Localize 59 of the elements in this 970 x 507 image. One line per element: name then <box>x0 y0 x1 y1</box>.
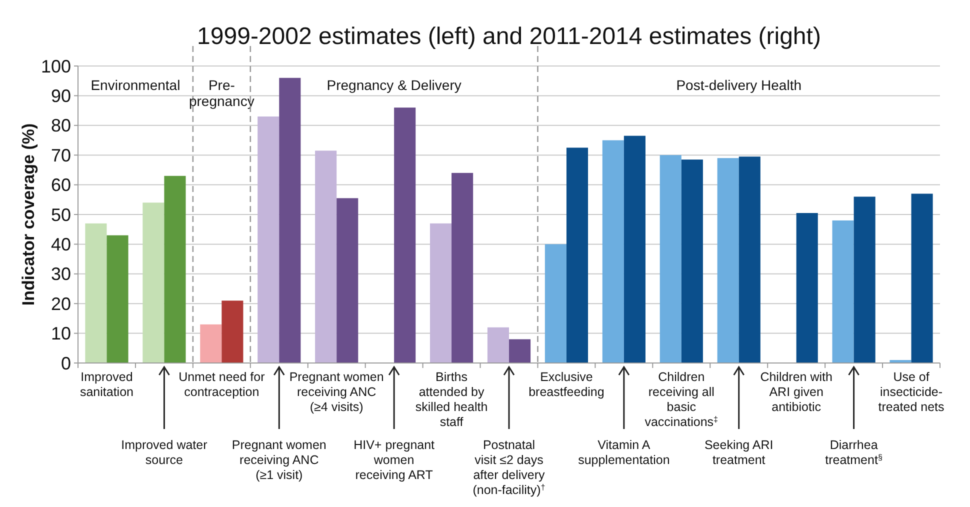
x-tick-label: Improved water source <box>121 438 208 467</box>
x-tick-label: Postnatal visit ≤2 days after delivery (non-facility)$^{†}$ <box>472 438 546 497</box>
x-tick-label: Use of insecticide-treated nets <box>878 370 944 414</box>
x-tick-label: Improved sanitation <box>80 370 134 399</box>
annotation: Pre-pregnancy <box>188 77 254 109</box>
bar <box>315 150 337 363</box>
bar <box>738 156 760 363</box>
y-tick-label: 70 <box>50 145 71 166</box>
bar <box>394 108 416 363</box>
bar <box>430 223 452 363</box>
y-tick-label: 100 <box>40 56 71 76</box>
x-tick-label: Diarrhea treatment$^{§}$ <box>825 438 883 467</box>
bar <box>717 158 739 363</box>
bar <box>106 235 128 363</box>
bar <box>911 194 933 363</box>
y-tick-label: 20 <box>50 294 71 314</box>
x-tick-label: Vitamin A supplementation <box>578 438 670 467</box>
bar <box>85 223 107 363</box>
bar <box>200 324 222 363</box>
x-tick-label: Unmet need for contraception <box>178 370 265 399</box>
bar <box>624 136 646 363</box>
y-tick-label: 60 <box>50 175 71 196</box>
x-tick-label: Births attended by skilled health staff <box>415 370 488 429</box>
y-tick-label: 50 <box>50 204 71 225</box>
x-tick-label: Children with ARI given antibiotic <box>760 370 832 414</box>
annotation: Post-delivery Health <box>676 77 802 93</box>
bar <box>509 339 531 363</box>
bar <box>142 202 164 363</box>
bar <box>164 176 186 363</box>
y-axis-title: Indicator coverage (%) <box>19 123 38 306</box>
x-tick-label: Exclusive breastfeeding <box>528 370 604 399</box>
bar <box>279 78 301 363</box>
bar <box>660 155 682 363</box>
bar <box>602 140 624 363</box>
bar <box>566 148 588 363</box>
x-tick-label: HIV+ pregnant women receiving ART <box>354 438 436 482</box>
y-tick-label: 10 <box>50 324 71 344</box>
y-tick-label: 30 <box>50 264 71 284</box>
bar <box>452 172 474 363</box>
x-tick-label: Seeking ARI treatment <box>704 438 774 467</box>
bar <box>336 198 358 363</box>
annotation: Environmental <box>90 77 180 93</box>
bar <box>544 244 566 363</box>
chart-title: 1999-2002 estimates (left) and 2011-2014 estimates (right) <box>197 23 821 50</box>
bar <box>487 327 509 363</box>
x-tick-label: Pregnant women receiving ANC (≥1 visit) <box>232 438 326 482</box>
y-tick-label: 40 <box>50 234 71 254</box>
x-tick-label: Children receiving all basic vaccinations$^{‡}$ <box>644 370 718 429</box>
y-tick-label: 90 <box>50 86 71 106</box>
bar <box>796 213 818 363</box>
bar <box>681 160 703 363</box>
x-tick-label: Pregnant women receiving ANC (≥4 visits) <box>289 370 384 414</box>
bar <box>832 220 854 363</box>
y-tick-label: 80 <box>50 116 71 136</box>
annotation: Pregnancy & Delivery <box>326 77 462 93</box>
bar <box>258 116 280 363</box>
bar <box>222 300 244 363</box>
y-tick-label: 0 <box>60 353 71 374</box>
bar <box>854 196 876 363</box>
